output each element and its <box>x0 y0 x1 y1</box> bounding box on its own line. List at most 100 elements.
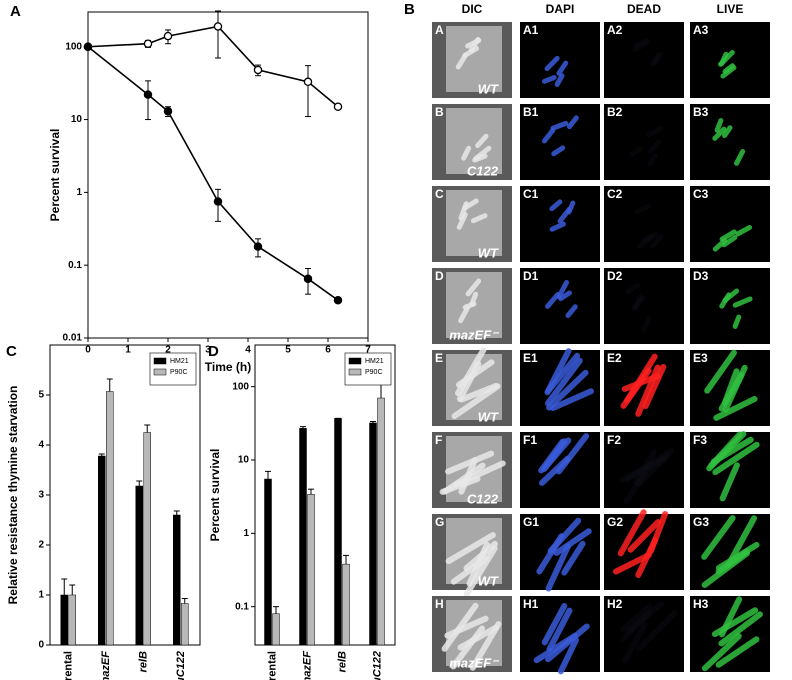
cell-label: A1 <box>523 23 539 37</box>
bacterium <box>631 295 646 310</box>
x-tick-label: 1 <box>125 345 131 356</box>
bacterium <box>701 633 742 672</box>
image-panel <box>604 268 684 344</box>
bacterium <box>470 213 488 224</box>
bacterium <box>451 383 501 420</box>
y-tick-label: 100 <box>232 381 249 392</box>
bacterium <box>549 199 563 212</box>
strain-label: WT <box>478 573 499 588</box>
bar <box>307 494 315 646</box>
image-panel <box>690 186 770 262</box>
bar <box>377 397 385 646</box>
bacterium <box>556 279 570 300</box>
bacterium <box>617 509 647 557</box>
x-tick-label: relB <box>336 651 348 672</box>
bar <box>98 455 106 646</box>
x-tick-label: 5 <box>285 345 291 356</box>
cell-label: B3 <box>693 105 709 119</box>
bacterium <box>544 55 560 72</box>
cell-label: D2 <box>607 269 623 283</box>
bacterium <box>554 73 565 87</box>
y-axis-label: Relative resistance thymine starvation <box>6 386 20 605</box>
marker <box>143 90 153 99</box>
legend-swatch <box>153 368 167 376</box>
bacterium <box>541 75 557 84</box>
image-panel <box>604 514 684 590</box>
column-header: LIVE <box>717 2 744 16</box>
bacterium <box>621 621 648 664</box>
bacterium <box>561 540 586 576</box>
column-header: DIC <box>462 2 483 16</box>
image-panel <box>690 268 770 344</box>
bacterium <box>465 278 482 297</box>
cell-label: H3 <box>693 597 709 611</box>
marker <box>83 42 93 51</box>
x-axis-label: Time (h) <box>205 360 251 374</box>
strain-label: C122 <box>467 491 499 506</box>
bacterium <box>550 120 569 131</box>
bacterium <box>713 395 758 421</box>
bacterium <box>441 462 486 495</box>
cell-label: F1 <box>523 433 537 447</box>
bacterium <box>632 40 649 53</box>
panel-label: D <box>208 343 219 360</box>
bar <box>143 432 151 646</box>
bacterium <box>473 145 492 161</box>
bacterium <box>545 292 561 309</box>
bacterium <box>719 229 737 242</box>
bacterium <box>549 221 566 232</box>
bacterium <box>624 447 675 483</box>
panel-label: C <box>6 343 17 360</box>
bacterium <box>641 231 659 243</box>
cell-label: F3 <box>693 433 707 447</box>
image-panel <box>520 268 600 344</box>
bar <box>68 594 76 646</box>
y-tick-label: 100 <box>65 41 82 52</box>
bacterium <box>619 603 653 633</box>
bacterium <box>545 543 572 592</box>
bacterium <box>455 359 495 388</box>
cell-label: H2 <box>607 597 623 611</box>
marker <box>163 31 173 41</box>
bacterium <box>546 369 589 411</box>
bacterium <box>551 145 566 157</box>
series-line <box>87 46 339 301</box>
bacterium <box>619 455 667 483</box>
panel-label: A <box>10 3 21 20</box>
bacterium <box>714 118 724 133</box>
bacterium <box>632 449 658 487</box>
bacterium <box>718 611 763 647</box>
bacterium <box>647 139 662 154</box>
marker <box>253 242 263 251</box>
bacterium <box>629 146 643 157</box>
x-tick-label: relB <box>138 651 150 672</box>
bacterium <box>461 145 472 161</box>
bacterium <box>553 528 592 556</box>
marker <box>333 295 343 305</box>
legend-label: HM21 <box>170 358 189 365</box>
bacterium <box>633 38 650 49</box>
marker <box>143 39 153 48</box>
cell-label: D3 <box>693 269 709 283</box>
bacterium <box>450 555 490 585</box>
bacterium <box>712 126 727 141</box>
cell-label: C3 <box>693 187 709 201</box>
bacterium <box>458 305 470 324</box>
bacterium <box>541 437 572 472</box>
x-tick-label: 7 <box>365 345 371 356</box>
y-tick-label: 10 <box>71 114 83 125</box>
bacterium <box>645 125 664 138</box>
cell-label: E3 <box>693 351 708 365</box>
x-tick-label: Parental <box>266 651 278 680</box>
image-panel <box>690 104 770 180</box>
bacterium <box>623 461 654 505</box>
image-panel <box>690 22 770 98</box>
bacterium <box>546 607 573 653</box>
bacterium <box>642 363 667 410</box>
bacterium <box>549 388 594 412</box>
image-panel <box>604 596 684 672</box>
panel-label: B <box>404 1 415 18</box>
bacterium <box>735 224 753 237</box>
bacterium <box>732 314 742 329</box>
strain-label: mazEF⁻ <box>449 327 500 342</box>
